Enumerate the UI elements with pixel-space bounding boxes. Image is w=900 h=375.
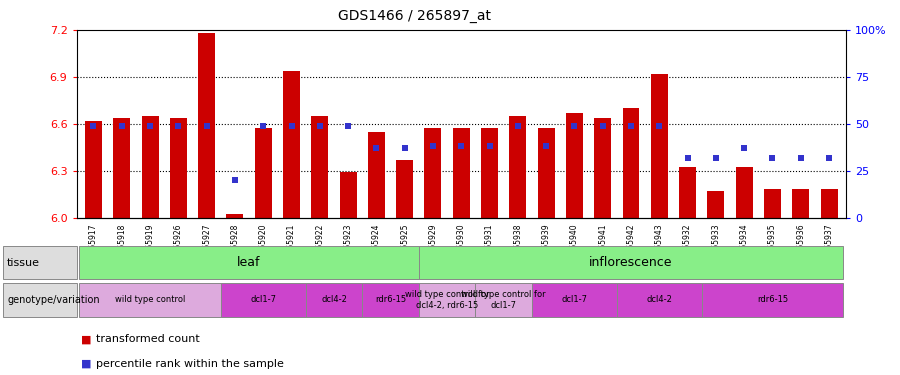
Bar <box>396 160 413 218</box>
Bar <box>566 113 583 218</box>
Bar <box>509 116 526 218</box>
Bar <box>651 74 668 217</box>
Bar <box>141 116 158 218</box>
Bar <box>311 116 328 218</box>
Bar <box>339 172 356 217</box>
Text: wild type control for
dcl4-2, rdr6-15: wild type control for dcl4-2, rdr6-15 <box>405 290 490 310</box>
Bar <box>425 128 441 217</box>
Text: wild type control: wild type control <box>115 296 185 304</box>
Text: rdr6-15: rdr6-15 <box>375 296 406 304</box>
Bar <box>680 168 696 217</box>
Text: inflorescence: inflorescence <box>590 256 672 269</box>
Text: dcl1-7: dcl1-7 <box>250 296 276 304</box>
Bar <box>255 128 272 217</box>
Text: wild type control for
dcl1-7: wild type control for dcl1-7 <box>462 290 546 310</box>
Bar <box>170 117 187 218</box>
Text: leaf: leaf <box>238 256 261 269</box>
Text: tissue: tissue <box>7 258 40 267</box>
Bar <box>792 189 809 217</box>
Text: percentile rank within the sample: percentile rank within the sample <box>96 359 284 369</box>
Text: GDS1466 / 265897_at: GDS1466 / 265897_at <box>338 9 490 23</box>
Bar <box>594 117 611 218</box>
Text: ■: ■ <box>81 334 92 344</box>
Text: transformed count: transformed count <box>96 334 200 344</box>
Text: genotype/variation: genotype/variation <box>7 295 100 305</box>
Bar <box>735 168 752 217</box>
Bar <box>113 117 130 218</box>
Bar <box>453 128 470 217</box>
Bar <box>283 70 300 217</box>
Bar <box>368 132 385 218</box>
Text: dcl1-7: dcl1-7 <box>562 296 588 304</box>
Text: dcl4-2: dcl4-2 <box>321 296 347 304</box>
Text: ■: ■ <box>81 359 92 369</box>
Text: rdr6-15: rdr6-15 <box>757 296 788 304</box>
Bar <box>537 128 554 217</box>
Text: dcl4-2: dcl4-2 <box>646 296 672 304</box>
Bar <box>821 189 838 217</box>
Bar <box>764 189 781 217</box>
Bar <box>85 121 102 218</box>
Bar <box>227 214 243 217</box>
Bar <box>623 108 640 218</box>
Bar <box>707 191 724 217</box>
Bar <box>198 33 215 218</box>
Bar <box>482 128 498 217</box>
